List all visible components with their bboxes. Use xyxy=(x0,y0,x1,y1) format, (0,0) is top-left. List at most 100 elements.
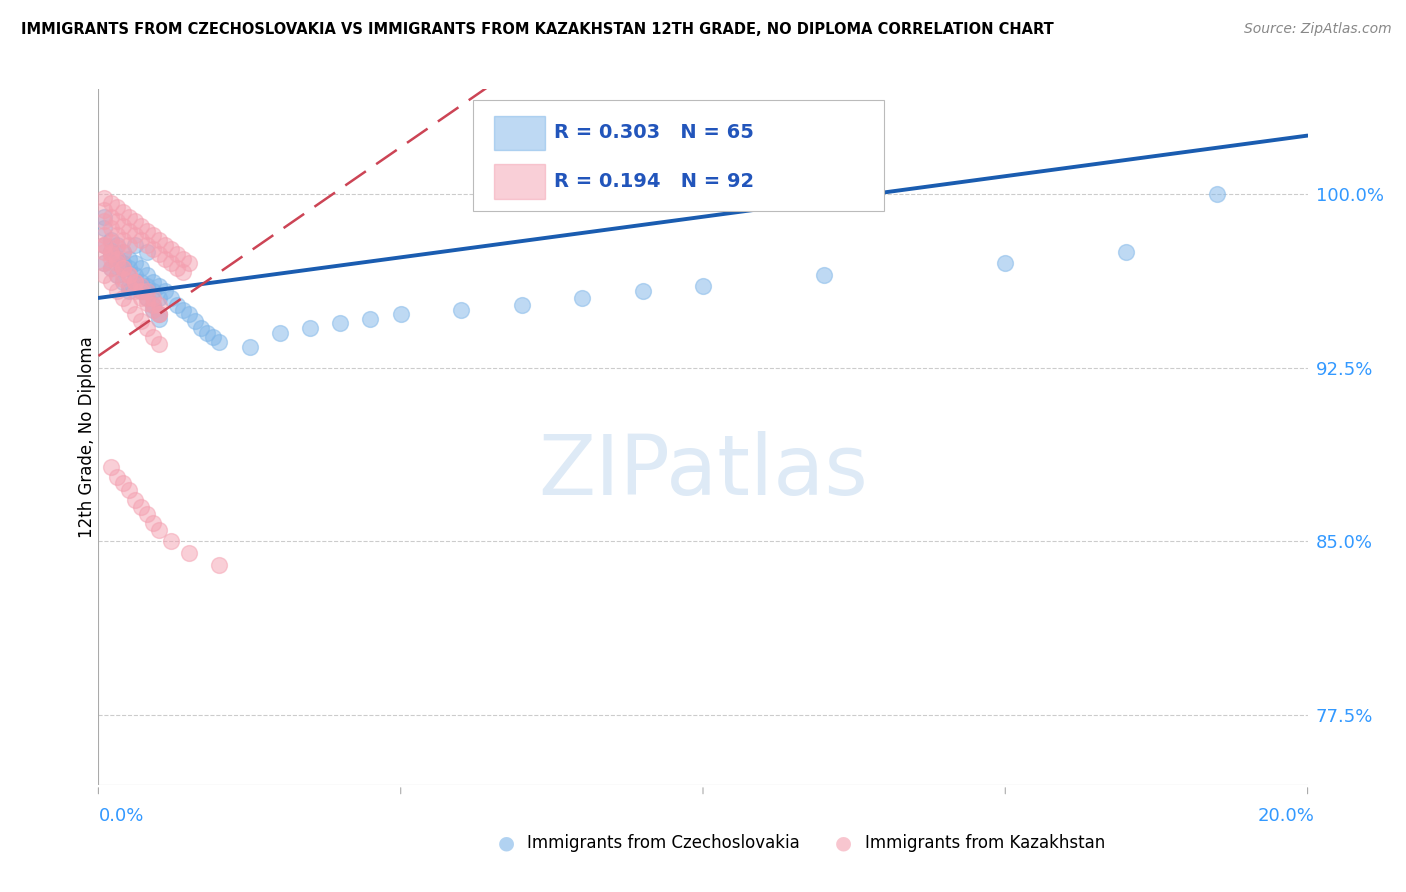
Point xyxy=(129,284,152,298)
Point xyxy=(124,275,146,289)
Point xyxy=(93,256,115,270)
Point xyxy=(142,228,165,243)
Point xyxy=(111,244,134,259)
Point xyxy=(813,268,835,282)
Point xyxy=(105,252,128,266)
Point xyxy=(93,228,115,243)
Point xyxy=(93,210,115,224)
Point xyxy=(105,268,128,282)
Point xyxy=(135,224,157,238)
Point xyxy=(100,233,122,247)
Point xyxy=(148,311,170,326)
Point xyxy=(135,279,157,293)
Point xyxy=(135,291,157,305)
Point xyxy=(142,284,165,298)
Point xyxy=(389,307,412,321)
Point xyxy=(118,268,141,282)
Text: R = 0.194   N = 92: R = 0.194 N = 92 xyxy=(554,171,755,191)
Point xyxy=(124,228,146,243)
Point xyxy=(148,523,170,537)
Point xyxy=(1206,186,1229,201)
Point xyxy=(93,268,115,282)
Point xyxy=(135,291,157,305)
Point xyxy=(118,210,141,224)
Point xyxy=(124,268,146,282)
Text: ●: ● xyxy=(835,833,852,853)
Point xyxy=(100,221,122,235)
Point xyxy=(93,244,115,259)
Point xyxy=(195,326,218,340)
Point xyxy=(148,298,170,312)
Point xyxy=(129,284,152,298)
Point xyxy=(100,195,122,210)
Point xyxy=(129,500,152,514)
Point xyxy=(184,314,207,328)
Point xyxy=(571,291,593,305)
Point xyxy=(124,237,146,252)
Point xyxy=(160,291,183,305)
Text: ZIPatlas: ZIPatlas xyxy=(538,432,868,512)
Point xyxy=(111,476,134,491)
Text: Immigrants from Kazakhstan: Immigrants from Kazakhstan xyxy=(865,834,1105,852)
Point xyxy=(129,219,152,233)
Point xyxy=(111,260,134,275)
Point xyxy=(179,256,201,270)
Point xyxy=(148,279,170,293)
Point xyxy=(129,291,152,305)
Point xyxy=(692,279,714,293)
Point xyxy=(100,260,122,275)
Point xyxy=(111,291,134,305)
Point xyxy=(100,252,122,266)
Point xyxy=(124,214,146,228)
Point xyxy=(105,237,128,252)
Point xyxy=(239,340,262,354)
Point xyxy=(105,256,128,270)
Point xyxy=(105,252,128,266)
Point xyxy=(100,244,122,259)
Point xyxy=(100,244,122,259)
Point xyxy=(111,219,134,233)
Point xyxy=(124,275,146,289)
Point xyxy=(148,233,170,247)
Point xyxy=(118,284,141,298)
FancyBboxPatch shape xyxy=(474,100,884,211)
Point xyxy=(153,252,176,266)
Point xyxy=(105,228,128,243)
Point xyxy=(100,460,122,475)
Text: 0.0%: 0.0% xyxy=(98,807,143,825)
Point xyxy=(190,321,212,335)
Point xyxy=(166,247,188,261)
Point xyxy=(105,214,128,228)
Point xyxy=(135,284,157,298)
Point xyxy=(105,469,128,483)
Point xyxy=(111,205,134,219)
Point xyxy=(142,298,165,312)
Point xyxy=(153,284,176,298)
Point xyxy=(129,279,152,293)
Text: IMMIGRANTS FROM CZECHOSLOVAKIA VS IMMIGRANTS FROM KAZAKHSTAN 12TH GRADE, NO DIPL: IMMIGRANTS FROM CZECHOSLOVAKIA VS IMMIGR… xyxy=(21,22,1054,37)
Point xyxy=(129,233,152,247)
Point xyxy=(172,265,194,279)
Point xyxy=(105,240,128,254)
Point xyxy=(129,260,152,275)
Point xyxy=(208,334,231,349)
Point xyxy=(142,291,165,305)
Point xyxy=(135,321,157,335)
Bar xyxy=(494,116,544,151)
Point xyxy=(510,298,533,312)
Point xyxy=(135,295,157,310)
Point xyxy=(135,244,157,259)
Point xyxy=(93,214,115,228)
Text: Source: ZipAtlas.com: Source: ZipAtlas.com xyxy=(1244,22,1392,37)
Point xyxy=(166,298,188,312)
Point xyxy=(142,298,165,312)
Point xyxy=(118,260,141,275)
Point xyxy=(148,337,170,351)
Point xyxy=(142,302,165,317)
Point xyxy=(166,260,188,275)
Text: ●: ● xyxy=(498,833,515,853)
Point xyxy=(100,247,122,261)
Point xyxy=(208,558,231,572)
Point xyxy=(129,279,152,293)
Point xyxy=(118,298,141,312)
